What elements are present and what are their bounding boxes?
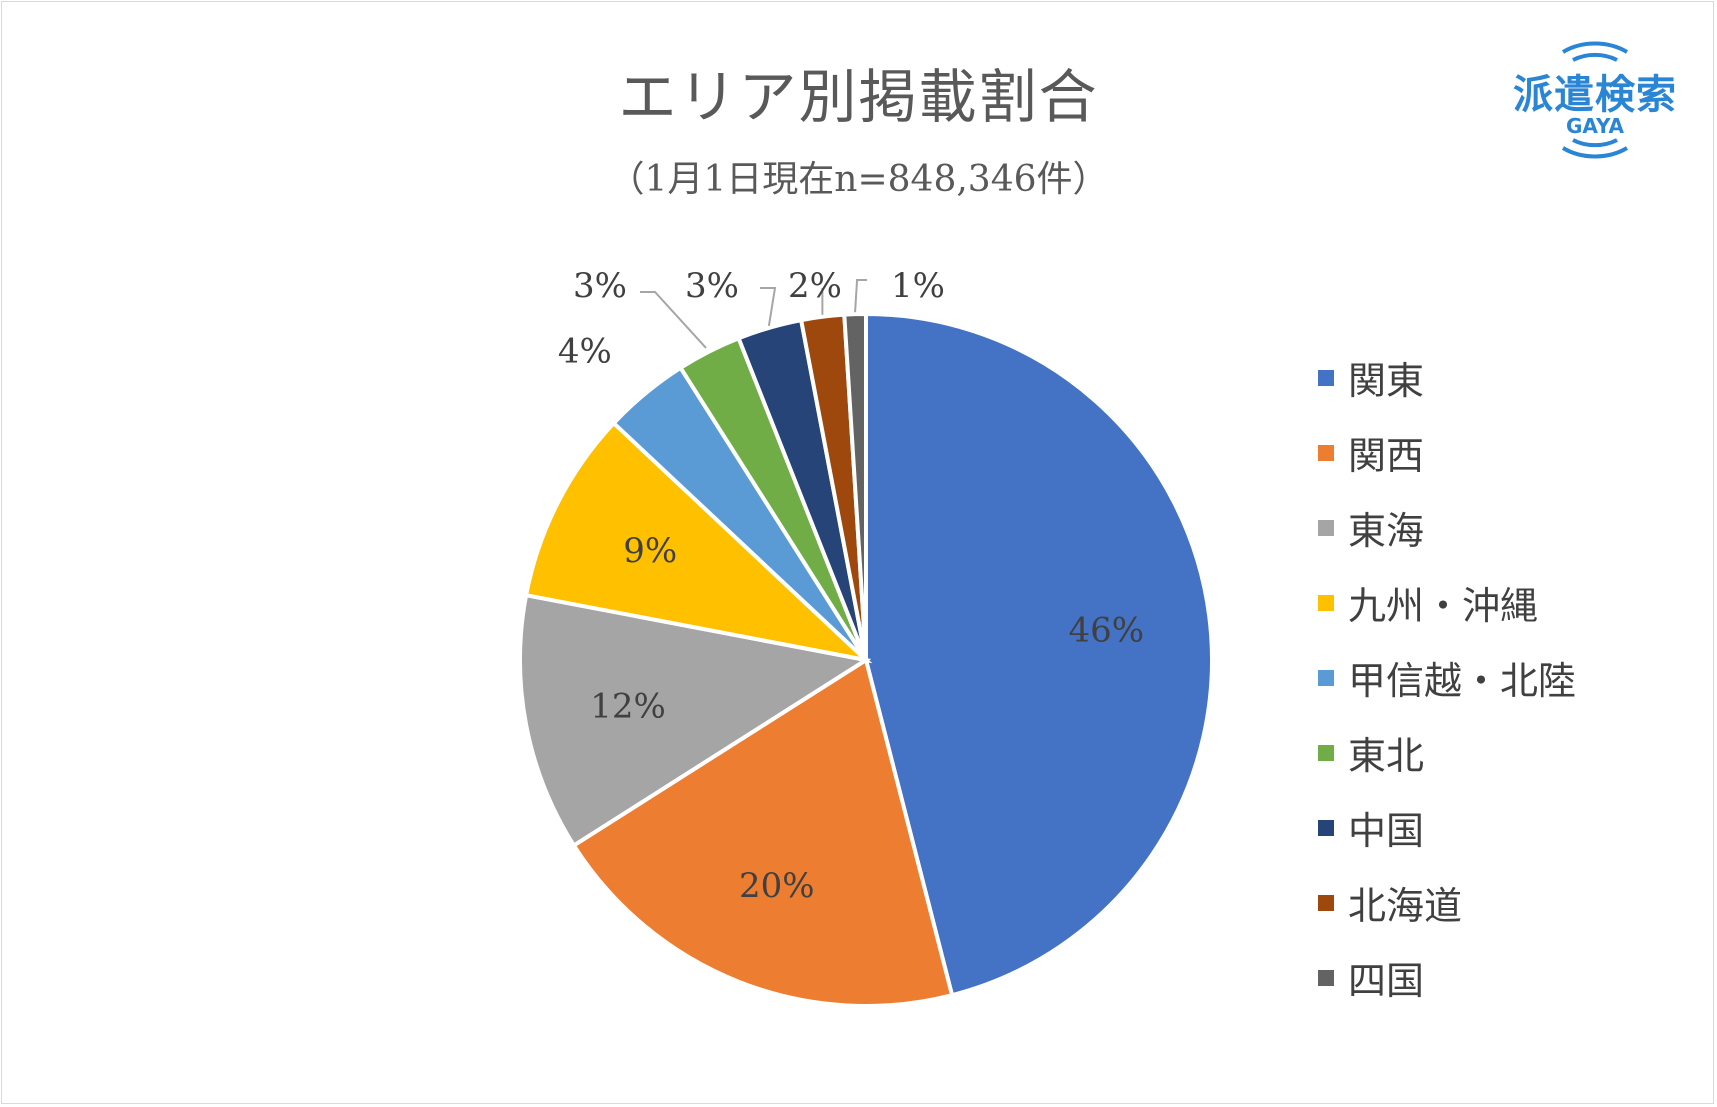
legend-label: 九州・沖縄: [1348, 584, 1539, 628]
legend-swatch: [1318, 744, 1334, 761]
legend-item-8: 北海道: [1318, 865, 1576, 940]
legend-item-5: 甲信越・北陸: [1318, 640, 1576, 715]
data-label-1: 46%: [1069, 611, 1145, 651]
legend-swatch: [1318, 969, 1334, 986]
legend-item-3: 東海: [1318, 490, 1576, 565]
legend-swatch: [1318, 519, 1334, 536]
data-label-6: 3%: [573, 266, 627, 306]
data-label-4: 9%: [623, 531, 677, 571]
legend-item-2: 関西: [1318, 415, 1576, 490]
legend-swatch: [1318, 669, 1334, 686]
legend-label: 四国: [1348, 959, 1425, 1003]
legend-item-6: 東北: [1318, 715, 1576, 790]
logo-subtext: GAYA: [1565, 114, 1625, 138]
legend-label: 甲信越・北陸: [1348, 659, 1577, 703]
data-label-7: 3%: [685, 266, 739, 306]
pie-slice-4: [523, 420, 873, 664]
legend-label: 東海: [1348, 509, 1425, 553]
legend-swatch: [1318, 369, 1334, 386]
legend-label: 関東: [1348, 359, 1425, 403]
legend-swatch: [1318, 594, 1334, 611]
pie-slice-3: [518, 592, 872, 849]
chart-title: エリア別掲載割合: [618, 63, 1099, 131]
legend-item-7: 中国: [1318, 790, 1576, 865]
legend-swatch: [1318, 444, 1334, 461]
logo-text: 派遣検索: [1513, 72, 1677, 118]
legend-label: 東北: [1348, 734, 1425, 778]
legend-swatch: [1318, 819, 1334, 836]
chart-subtitle: （1月1日現在n=848,346件）: [608, 159, 1109, 200]
data-label-3: 12%: [590, 686, 666, 726]
data-label-9: 1%: [891, 266, 945, 306]
pie-slice-9: [842, 311, 868, 661]
pie-slice-1: [864, 311, 1214, 998]
legend-label: 関西: [1348, 434, 1425, 478]
logo: 派遣検索 GAYA: [1505, 30, 1685, 170]
legend-item-4: 九州・沖縄: [1318, 565, 1576, 640]
data-label-2: 20%: [739, 866, 815, 906]
leader-line-6: [640, 291, 707, 349]
legend: 関東関西東海九州・沖縄甲信越・北陸 東北中国北海道四国: [1318, 340, 1576, 1015]
legend-label: 中国: [1348, 809, 1425, 853]
data-label-5: 4%: [558, 331, 612, 371]
leader-line-7: [760, 287, 777, 326]
legend-item-1: 関東: [1318, 340, 1576, 415]
pie-slice-2: [571, 656, 955, 1008]
legend-swatch: [1318, 894, 1334, 911]
data-label-8: 2%: [788, 266, 842, 306]
logo-arcs-icon: [1561, 41, 1629, 159]
legend-item-9: 四国: [1318, 940, 1576, 1015]
leader-line-9: [854, 279, 868, 313]
legend-label: 北海道: [1348, 884, 1463, 928]
